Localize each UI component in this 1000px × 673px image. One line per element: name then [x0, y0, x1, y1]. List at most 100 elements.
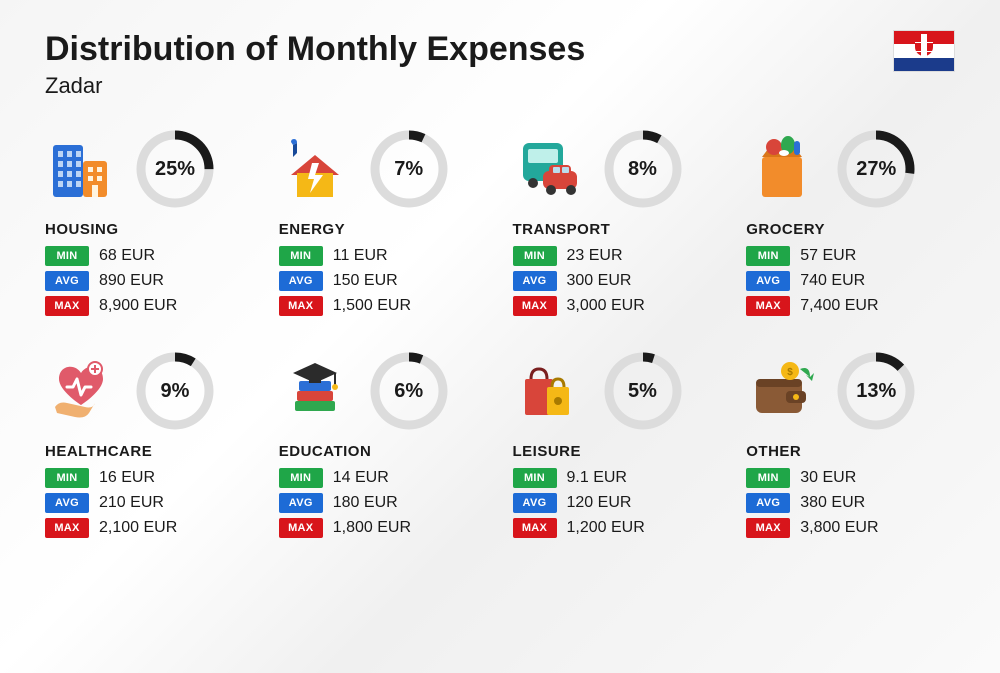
- category-name: TRANSPORT: [513, 221, 722, 238]
- avg-value: 740 EUR: [800, 272, 865, 290]
- stat-avg: AVG 210 EUR: [45, 493, 254, 513]
- percent-label: 25%: [135, 129, 215, 209]
- expense-card-other: $ 13% OTHER MIN 30 EUR AVG 380 EUR MAX 3…: [746, 351, 955, 543]
- stat-avg: AVG 120 EUR: [513, 493, 722, 513]
- stat-min: MIN 23 EUR: [513, 246, 722, 266]
- stat-max: MAX 7,400 EUR: [746, 296, 955, 316]
- percent-ring: 25%: [135, 129, 215, 209]
- stat-min: MIN 9.1 EUR: [513, 468, 722, 488]
- expense-card-education: 6% EDUCATION MIN 14 EUR AVG 180 EUR MAX …: [279, 351, 488, 543]
- stat-min: MIN 11 EUR: [279, 246, 488, 266]
- avg-badge: AVG: [746, 493, 790, 513]
- stat-min: MIN 30 EUR: [746, 468, 955, 488]
- min-badge: MIN: [746, 468, 790, 488]
- expense-card-healthcare: 9% HEALTHCARE MIN 16 EUR AVG 210 EUR MAX…: [45, 351, 254, 543]
- stat-min: MIN 16 EUR: [45, 468, 254, 488]
- percent-label: 27%: [836, 129, 916, 209]
- avg-badge: AVG: [45, 493, 89, 513]
- max-badge: MAX: [513, 518, 557, 538]
- avg-value: 180 EUR: [333, 494, 398, 512]
- croatia-flag-icon: [893, 30, 955, 72]
- percent-ring: 8%: [603, 129, 683, 209]
- stat-max: MAX 1,500 EUR: [279, 296, 488, 316]
- min-value: 30 EUR: [800, 469, 856, 487]
- max-value: 1,200 EUR: [567, 519, 645, 537]
- expense-card-energy: 7% ENERGY MIN 11 EUR AVG 150 EUR MAX 1,5…: [279, 129, 488, 321]
- min-value: 11 EUR: [333, 247, 388, 265]
- category-name: HOUSING: [45, 221, 254, 238]
- percent-label: 8%: [603, 129, 683, 209]
- max-value: 1,500 EUR: [333, 297, 411, 315]
- max-badge: MAX: [45, 296, 89, 316]
- energy-icon: [279, 133, 351, 205]
- expense-card-transport: 8% TRANSPORT MIN 23 EUR AVG 300 EUR MAX …: [513, 129, 722, 321]
- max-value: 3,000 EUR: [567, 297, 645, 315]
- title-block: Distribution of Monthly Expenses Zadar: [45, 30, 585, 99]
- max-badge: MAX: [279, 296, 323, 316]
- card-top: 8%: [513, 129, 722, 209]
- avg-value: 380 EUR: [800, 494, 865, 512]
- header: Distribution of Monthly Expenses Zadar: [45, 30, 955, 99]
- max-badge: MAX: [513, 296, 557, 316]
- stat-avg: AVG 890 EUR: [45, 271, 254, 291]
- stat-avg: AVG 740 EUR: [746, 271, 955, 291]
- card-top: $ 13%: [746, 351, 955, 431]
- stat-avg: AVG 380 EUR: [746, 493, 955, 513]
- housing-icon: [45, 133, 117, 205]
- percent-ring: 6%: [369, 351, 449, 431]
- grocery-icon: [746, 133, 818, 205]
- stat-min: MIN 68 EUR: [45, 246, 254, 266]
- avg-value: 210 EUR: [99, 494, 164, 512]
- card-top: 27%: [746, 129, 955, 209]
- stat-min: MIN 57 EUR: [746, 246, 955, 266]
- education-icon: [279, 355, 351, 427]
- avg-badge: AVG: [513, 271, 557, 291]
- max-value: 3,800 EUR: [800, 519, 878, 537]
- category-name: GROCERY: [746, 221, 955, 238]
- card-top: 5%: [513, 351, 722, 431]
- avg-badge: AVG: [513, 493, 557, 513]
- avg-badge: AVG: [746, 271, 790, 291]
- transport-icon: [513, 133, 585, 205]
- category-name: ENERGY: [279, 221, 488, 238]
- category-name: OTHER: [746, 443, 955, 460]
- min-badge: MIN: [279, 468, 323, 488]
- min-badge: MIN: [513, 246, 557, 266]
- other-icon: $: [746, 355, 818, 427]
- max-badge: MAX: [746, 518, 790, 538]
- max-badge: MAX: [746, 296, 790, 316]
- percent-ring: 7%: [369, 129, 449, 209]
- card-top: 9%: [45, 351, 254, 431]
- stat-avg: AVG 180 EUR: [279, 493, 488, 513]
- card-top: 7%: [279, 129, 488, 209]
- min-value: 68 EUR: [99, 247, 155, 265]
- max-value: 2,100 EUR: [99, 519, 177, 537]
- min-badge: MIN: [45, 246, 89, 266]
- percent-ring: 13%: [836, 351, 916, 431]
- max-badge: MAX: [279, 518, 323, 538]
- card-top: 25%: [45, 129, 254, 209]
- stat-max: MAX 8,900 EUR: [45, 296, 254, 316]
- percent-ring: 27%: [836, 129, 916, 209]
- avg-value: 300 EUR: [567, 272, 632, 290]
- min-badge: MIN: [45, 468, 89, 488]
- min-badge: MIN: [513, 468, 557, 488]
- expense-card-grocery: 27% GROCERY MIN 57 EUR AVG 740 EUR MAX 7…: [746, 129, 955, 321]
- percent-label: 9%: [135, 351, 215, 431]
- percent-label: 7%: [369, 129, 449, 209]
- expense-card-leisure: 5% LEISURE MIN 9.1 EUR AVG 120 EUR MAX 1…: [513, 351, 722, 543]
- percent-label: 13%: [836, 351, 916, 431]
- healthcare-icon: [45, 355, 117, 427]
- percent-ring: 9%: [135, 351, 215, 431]
- expense-grid: 25% HOUSING MIN 68 EUR AVG 890 EUR MAX 8…: [45, 129, 955, 543]
- avg-badge: AVG: [279, 493, 323, 513]
- percent-ring: 5%: [603, 351, 683, 431]
- stat-max: MAX 3,000 EUR: [513, 296, 722, 316]
- min-badge: MIN: [279, 246, 323, 266]
- stat-avg: AVG 150 EUR: [279, 271, 488, 291]
- max-value: 8,900 EUR: [99, 297, 177, 315]
- max-value: 7,400 EUR: [800, 297, 878, 315]
- max-badge: MAX: [45, 518, 89, 538]
- category-name: LEISURE: [513, 443, 722, 460]
- avg-badge: AVG: [45, 271, 89, 291]
